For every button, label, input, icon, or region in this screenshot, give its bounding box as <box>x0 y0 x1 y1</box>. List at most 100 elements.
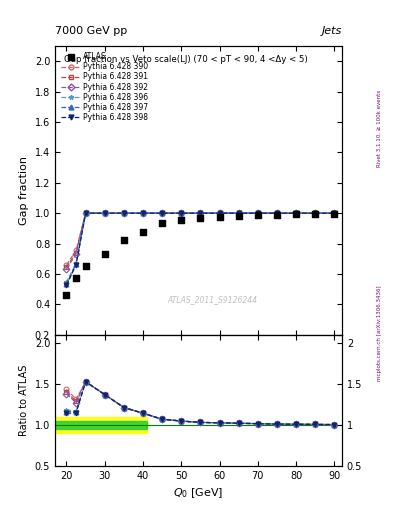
Pythia 6.428 398 <box>313 210 318 216</box>
Pythia 6.428 392 <box>217 210 222 216</box>
Bar <box>55 421 147 429</box>
Pythia 6.428 392 <box>236 210 241 216</box>
Pythia 6.428 396 <box>64 279 69 285</box>
Pythia 6.428 396 <box>160 210 165 216</box>
ATLAS <box>217 213 223 221</box>
Pythia 6.428 392 <box>121 210 126 216</box>
Pythia 6.428 391 <box>83 210 88 216</box>
ATLAS <box>235 212 242 220</box>
ATLAS <box>312 210 318 218</box>
Pythia 6.428 397 <box>64 281 69 287</box>
Pythia 6.428 397 <box>121 210 126 216</box>
Line: Pythia 6.428 392: Pythia 6.428 392 <box>64 211 337 271</box>
Line: Pythia 6.428 391: Pythia 6.428 391 <box>64 211 337 269</box>
Pythia 6.428 391 <box>332 210 337 216</box>
ATLAS <box>102 250 108 258</box>
Text: ATLAS_2011_S9126244: ATLAS_2011_S9126244 <box>168 295 258 305</box>
Pythia 6.428 390 <box>275 210 279 216</box>
Pythia 6.428 391 <box>198 210 203 216</box>
Pythia 6.428 398 <box>217 210 222 216</box>
Line: Pythia 6.428 390: Pythia 6.428 390 <box>64 211 337 267</box>
Pythia 6.428 390 <box>198 210 203 216</box>
Pythia 6.428 391 <box>179 210 184 216</box>
Pythia 6.428 397 <box>160 210 165 216</box>
ATLAS <box>255 211 261 220</box>
Pythia 6.428 398 <box>179 210 184 216</box>
Pythia 6.428 398 <box>160 210 165 216</box>
Pythia 6.428 396 <box>83 210 88 216</box>
Pythia 6.428 397 <box>217 210 222 216</box>
Pythia 6.428 391 <box>275 210 279 216</box>
X-axis label: $Q_0$ [GeV]: $Q_0$ [GeV] <box>173 486 224 500</box>
Pythia 6.428 396 <box>332 210 337 216</box>
Pythia 6.428 392 <box>275 210 279 216</box>
Pythia 6.428 390 <box>179 210 184 216</box>
Pythia 6.428 391 <box>141 210 145 216</box>
Pythia 6.428 391 <box>313 210 318 216</box>
Pythia 6.428 398 <box>332 210 337 216</box>
Line: Pythia 6.428 398: Pythia 6.428 398 <box>64 211 337 288</box>
Pythia 6.428 398 <box>198 210 203 216</box>
Pythia 6.428 391 <box>294 210 298 216</box>
Pythia 6.428 390 <box>236 210 241 216</box>
Pythia 6.428 396 <box>141 210 145 216</box>
Pythia 6.428 396 <box>217 210 222 216</box>
Pythia 6.428 392 <box>198 210 203 216</box>
Pythia 6.428 392 <box>64 266 69 272</box>
Bar <box>55 417 147 433</box>
Pythia 6.428 391 <box>64 264 69 270</box>
Pythia 6.428 397 <box>294 210 298 216</box>
ATLAS <box>178 216 184 224</box>
Pythia 6.428 392 <box>83 210 88 216</box>
Pythia 6.428 397 <box>313 210 318 216</box>
ATLAS <box>293 210 299 219</box>
ATLAS <box>63 291 70 300</box>
Pythia 6.428 397 <box>83 210 88 216</box>
Pythia 6.428 397 <box>198 210 203 216</box>
Y-axis label: Ratio to ATLAS: Ratio to ATLAS <box>19 365 29 436</box>
Text: Gap fraction vs Veto scale(LJ) (70 < pT < 90, 4 <Δy < 5): Gap fraction vs Veto scale(LJ) (70 < pT … <box>64 55 307 63</box>
Text: 7000 GeV pp: 7000 GeV pp <box>55 26 127 36</box>
Pythia 6.428 396 <box>313 210 318 216</box>
Pythia 6.428 390 <box>313 210 318 216</box>
Pythia 6.428 398 <box>83 210 88 216</box>
Pythia 6.428 398 <box>275 210 279 216</box>
Legend: ATLAS, Pythia 6.428 390, Pythia 6.428 391, Pythia 6.428 392, Pythia 6.428 396, P: ATLAS, Pythia 6.428 390, Pythia 6.428 39… <box>59 50 151 124</box>
Pythia 6.428 391 <box>160 210 165 216</box>
Pythia 6.428 392 <box>313 210 318 216</box>
Pythia 6.428 392 <box>294 210 298 216</box>
Pythia 6.428 390 <box>83 210 88 216</box>
Pythia 6.428 397 <box>236 210 241 216</box>
Text: Jets: Jets <box>321 26 342 36</box>
Pythia 6.428 390 <box>64 262 69 268</box>
Pythia 6.428 390 <box>332 210 337 216</box>
Pythia 6.428 396 <box>294 210 298 216</box>
Pythia 6.428 398 <box>121 210 126 216</box>
Pythia 6.428 396 <box>179 210 184 216</box>
Pythia 6.428 392 <box>332 210 337 216</box>
Pythia 6.428 392 <box>141 210 145 216</box>
Pythia 6.428 390 <box>160 210 165 216</box>
Pythia 6.428 398 <box>74 262 79 268</box>
ATLAS <box>121 236 127 244</box>
Pythia 6.428 397 <box>74 261 79 267</box>
Pythia 6.428 390 <box>103 210 107 216</box>
Pythia 6.428 396 <box>74 260 79 266</box>
Pythia 6.428 396 <box>236 210 241 216</box>
ATLAS <box>140 228 146 236</box>
Line: Pythia 6.428 396: Pythia 6.428 396 <box>64 211 337 285</box>
ATLAS <box>159 219 165 227</box>
Pythia 6.428 390 <box>294 210 298 216</box>
Pythia 6.428 391 <box>103 210 107 216</box>
Pythia 6.428 390 <box>74 247 79 253</box>
Pythia 6.428 392 <box>74 251 79 257</box>
Pythia 6.428 390 <box>141 210 145 216</box>
Pythia 6.428 391 <box>121 210 126 216</box>
Text: Rivet 3.1.10, ≥ 100k events: Rivet 3.1.10, ≥ 100k events <box>377 90 382 166</box>
Pythia 6.428 396 <box>103 210 107 216</box>
Line: Pythia 6.428 397: Pythia 6.428 397 <box>64 211 337 286</box>
ATLAS <box>331 210 338 218</box>
Pythia 6.428 398 <box>103 210 107 216</box>
Pythia 6.428 396 <box>121 210 126 216</box>
ATLAS <box>83 262 89 270</box>
